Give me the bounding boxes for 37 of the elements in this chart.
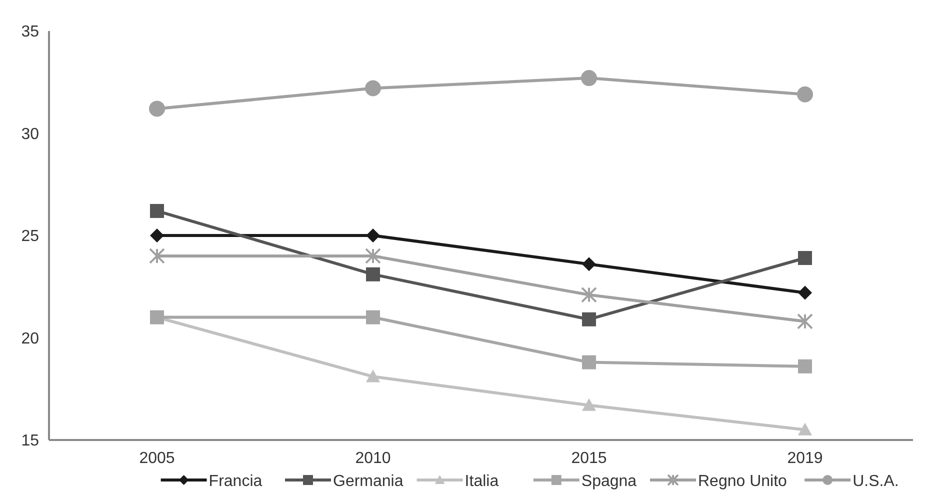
point bbox=[365, 80, 381, 96]
point bbox=[581, 286, 597, 303]
y-tick-label: 15 bbox=[21, 432, 40, 450]
y-tick-label: 20 bbox=[21, 330, 40, 348]
y-tick-label: 25 bbox=[21, 228, 40, 246]
point bbox=[797, 313, 813, 330]
y-tick-label: 35 bbox=[21, 24, 40, 41]
point bbox=[582, 312, 596, 326]
x-tick-label: 2010 bbox=[355, 450, 391, 467]
legend-label: Francia bbox=[208, 473, 262, 490]
legend-label: Germania bbox=[333, 473, 404, 490]
point bbox=[150, 204, 164, 218]
point bbox=[366, 228, 380, 242]
point bbox=[366, 267, 380, 282]
point bbox=[582, 355, 596, 370]
point bbox=[365, 248, 381, 264]
y-tick-label: 30 bbox=[21, 126, 40, 143]
point bbox=[581, 70, 597, 86]
point bbox=[366, 310, 380, 324]
legend-label: Regno Unito bbox=[698, 473, 788, 490]
point bbox=[582, 398, 596, 411]
point bbox=[798, 250, 812, 265]
point bbox=[582, 257, 596, 272]
x-tick-label: 2015 bbox=[571, 450, 607, 467]
legend-label: U.S.A. bbox=[852, 473, 899, 490]
legend-label: Spagna bbox=[581, 473, 637, 490]
point bbox=[150, 228, 164, 242]
point bbox=[798, 422, 812, 436]
point bbox=[149, 248, 165, 264]
point bbox=[798, 359, 812, 374]
point bbox=[797, 86, 813, 102]
x-tick-label: 2019 bbox=[787, 450, 823, 467]
legend-label: Italia bbox=[464, 473, 499, 490]
point bbox=[366, 370, 380, 382]
point bbox=[149, 100, 165, 117]
x-tick-label: 2005 bbox=[139, 450, 175, 467]
point bbox=[798, 286, 812, 300]
